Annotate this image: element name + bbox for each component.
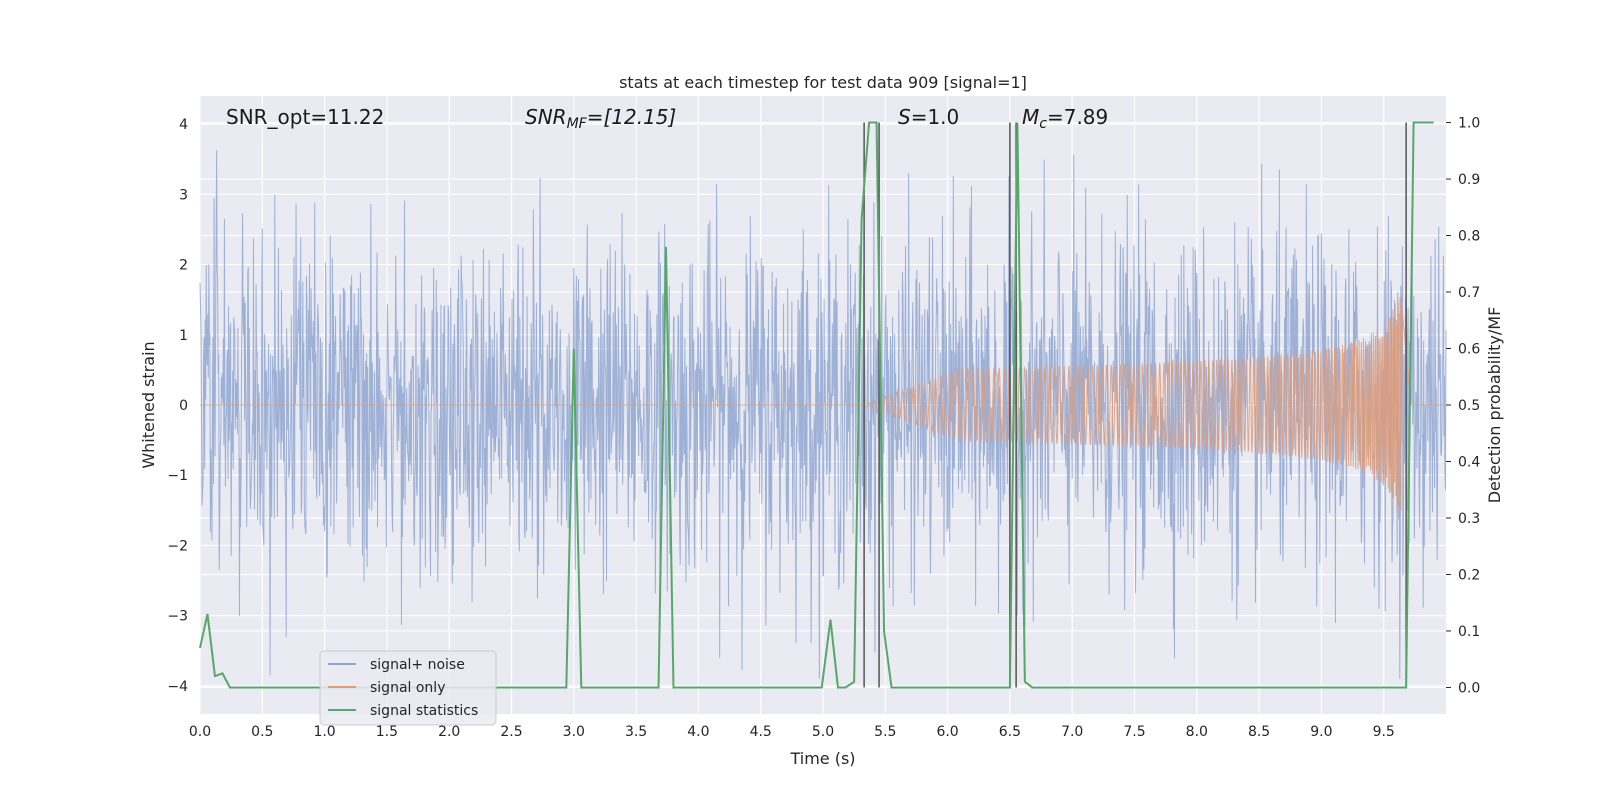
y2-tick-label: 0.0 [1458,680,1480,696]
x-tick-label: 0.0 [189,724,211,740]
chart-title: stats at each timestep for test data 909… [619,73,1027,92]
x-tick-label: 4.5 [750,724,772,740]
x-axis-ticks: 0.0 0.5 1.0 1.5 2.0 2.5 3.0 3.5 4.0 4.5 5.0 5.5 6.0 6… [189,724,1395,740]
y2-tick-label: 0.5 [1458,398,1480,414]
s-annotation: S=1.0 [898,105,959,129]
mc-value: =7.89 [1047,105,1108,129]
signal-noise-series [199,150,1447,679]
y2-tick-label: 0.4 [1458,454,1480,470]
chirp-trace [200,294,1446,517]
x-tick-label: 6.5 [999,724,1021,740]
x-tick-label: 0.5 [251,724,273,740]
y2-tick-label: 0.3 [1458,511,1480,527]
y-tick-label: −2 [167,538,188,554]
y2-tick-label: 0.1 [1458,624,1480,640]
y2-axis-label: Detection probability/MF [1485,307,1504,504]
y-tick-label: −1 [167,468,188,484]
x-tick-label: 1.0 [313,724,335,740]
snr-mf-value: =[12.15] [587,105,677,129]
legend: signal+ noise signal only signal statist… [319,650,497,726]
mc-annotation: Mc=7.89 [1022,105,1108,132]
y2-tick-label: 0.6 [1458,342,1480,358]
y-tick-label: 3 [179,187,188,203]
y-tick-label: 4 [179,117,188,133]
x-tick-label: 6.0 [936,724,958,740]
noise-trace [199,150,1447,679]
y-axis-label: Whitened strain [139,341,158,468]
snr-mf-main: SNR [525,105,567,129]
y2-tick-label: 0.7 [1458,285,1480,301]
x-tick-label: 7.0 [1061,724,1083,740]
y2-tick-label: 1.0 [1458,116,1480,132]
x-tick-label: 8.5 [1248,724,1270,740]
x-tick-label: 1.5 [376,724,398,740]
legend-label-stats: signal statistics [370,703,478,719]
y-tick-label: −3 [167,609,188,625]
y2-tick-label: 0.9 [1458,172,1480,188]
x-tick-label: 5.5 [874,724,896,740]
x-tick-label: 3.0 [563,724,585,740]
s-value: =1.0 [911,105,960,129]
mc-main: M [1022,105,1039,129]
y2-axis-ticks: 1.0 0.9 0.8 0.7 0.6 0.5 0.4 0.3 0.2 0.1 0.0 [1446,116,1480,696]
legend-label-noise: signal+ noise [370,657,465,673]
x-tick-label: 2.0 [438,724,460,740]
y-tick-label: 1 [179,328,188,344]
x-tick-label: 3.5 [625,724,647,740]
x-tick-label: 7.5 [1123,724,1145,740]
y-tick-label: 2 [179,258,188,274]
y-tick-label: −4 [167,679,188,695]
x-tick-label: 5.0 [812,724,834,740]
signal-only-series [200,294,1446,517]
y2-tick-label: 0.2 [1458,567,1480,583]
snr-mf-annotation: SNRMF=[12.15] [525,105,676,132]
x-tick-label: 4.0 [687,724,709,740]
x-tick-label: 9.0 [1310,724,1332,740]
x-axis-label: Time (s) [789,749,855,768]
y-axis-ticks: 4 3 2 1 0 −1 −2 −3 −4 [167,117,188,695]
s-main: S [898,105,911,129]
y-tick-label: 0 [179,398,188,414]
snr-opt-annotation: SNR_opt=11.22 [226,105,384,129]
legend-label-signal: signal only [370,680,445,696]
x-tick-label: 8.0 [1186,724,1208,740]
x-tick-label: 2.5 [500,724,522,740]
x-tick-label: 9.5 [1373,724,1395,740]
mc-sub: c [1039,116,1047,132]
y2-tick-label: 0.8 [1458,229,1480,245]
legend-box [319,650,497,726]
snr-mf-sub: MF [567,116,588,132]
